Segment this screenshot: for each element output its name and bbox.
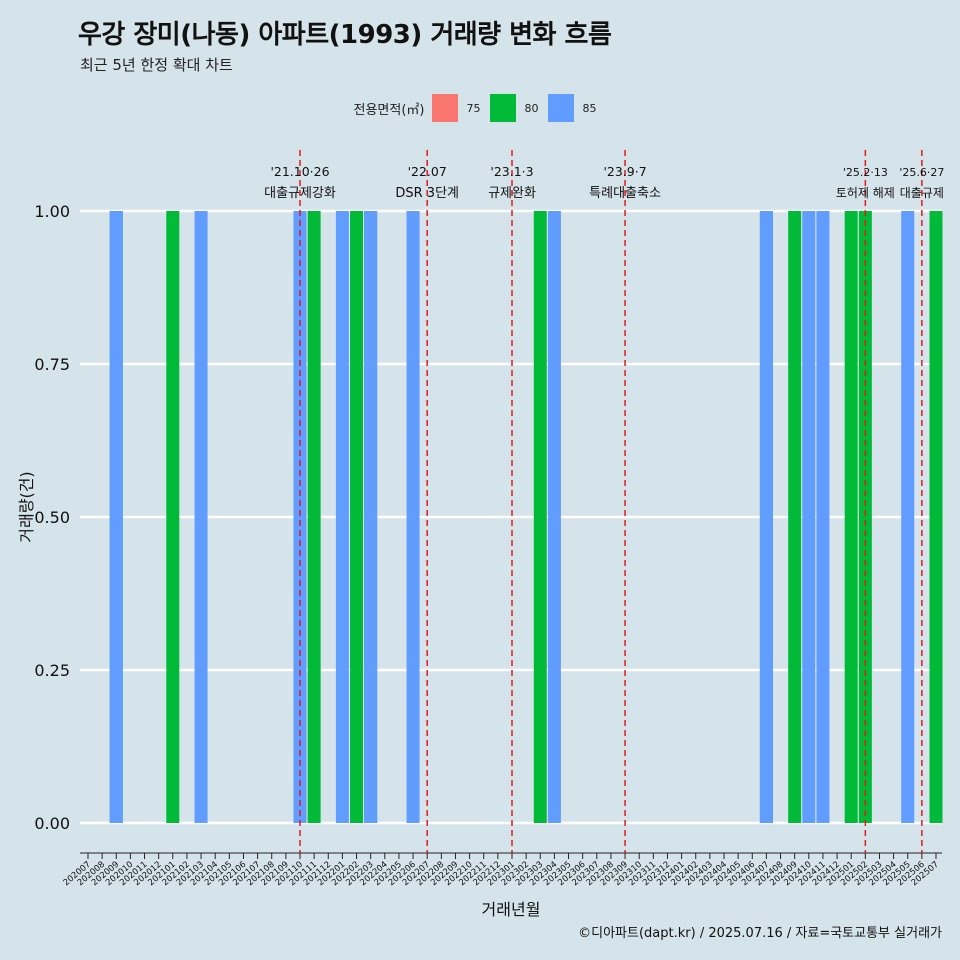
event-label: 대출규제 [900,186,944,200]
event-label: DSR 3단계 [395,186,459,201]
legend-item-80: 80 [490,94,538,122]
event-date: '25.6·27 [899,166,944,179]
bar-80-202101 [166,211,180,823]
bar-85-202110 [293,211,307,823]
y-axis-title: 거래량(건) [17,471,36,542]
y-tick-label: 0.25 [34,661,70,680]
bar-85-202009 [109,211,123,823]
y-tick-label: 0.50 [34,508,70,527]
event-date: '23.9·7 [603,164,646,179]
bar-80-202409 [788,211,802,823]
event-date: '21.10·26 [270,164,329,179]
legend-label-75: 75 [466,101,481,115]
legend-title: 전용면적(㎡) [353,102,425,118]
legend-swatch-75 [432,94,459,122]
y-tick-label: 0.75 [34,355,70,374]
event-label: 대출규제강화 [264,186,336,201]
bar-85-202206 [406,211,420,823]
event-date: '22.07 [408,164,447,179]
event-date: '23.1·3 [490,164,533,179]
bar-85-202410 [802,211,816,823]
bar-80-202507 [929,211,943,823]
y-tick-label: 0.00 [34,814,70,833]
legend-item-85: 85 [548,94,596,122]
bar-80-202502 [858,211,872,823]
bar-80-202202 [350,211,364,823]
event-label: 토허제 해제 [836,186,895,200]
legend-swatch-85 [548,94,575,122]
bar-80-202111 [307,211,321,823]
legend-item-75: 75 [432,94,480,122]
event-label: 특례대출축소 [589,186,661,201]
y-tick-label: 1.00 [34,202,70,221]
legend-swatch-80 [490,94,517,122]
event-date: '25.2·13 [843,166,888,179]
bar-85-202304 [547,211,561,823]
legend-label-80: 80 [524,101,539,115]
chart-title: 우강 장미(나동) 아파트(1993) 거래량 변화 흐름 [78,20,612,50]
bar-80-202501 [844,211,858,823]
bar-80-202303 [533,211,547,823]
event-label: 규제완화 [488,186,536,201]
bar-85-202103 [194,211,208,823]
bar-85-202407 [759,211,773,823]
bar-85-202505 [901,211,915,823]
legend: 전용면적(㎡) 75 80 85 [0,92,960,124]
chart-subtitle: 최근 5년 한정 확대 차트 [80,56,233,74]
bar-85-202411 [816,211,830,823]
chart-caption: ©디아파트(dapt.kr) / 2025.07.16 / 자료=국토교통부 실… [578,926,942,941]
bar-85-202203 [364,211,378,823]
legend-label-85: 85 [582,101,597,115]
bar-85-202201 [335,211,349,823]
x-axis-title: 거래년월 [482,900,541,919]
